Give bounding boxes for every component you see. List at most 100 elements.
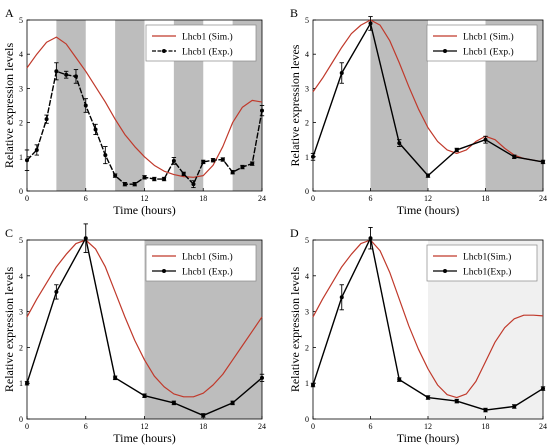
data-point [483, 137, 488, 142]
x-tick-label: 12 [424, 194, 432, 203]
legend-label: Lhcb1 (Exp.) [182, 267, 233, 278]
panel-letter: B [290, 6, 298, 20]
data-point [201, 159, 206, 164]
series-line-sim [312, 239, 544, 399]
x-tick-label: 12 [141, 194, 149, 203]
data-point [181, 171, 186, 176]
legend-marker [162, 49, 166, 53]
y-tick-label: 1 [305, 153, 309, 162]
data-point [171, 158, 176, 163]
shaded-period-1 [115, 20, 145, 191]
y-axis-label: Relative expression levels [2, 43, 16, 169]
data-point [368, 236, 373, 241]
data-point [201, 413, 206, 418]
x-tick-label: 0 [311, 422, 315, 431]
data-point [397, 141, 402, 146]
data-point [311, 382, 315, 387]
data-point [132, 182, 137, 187]
data-point [220, 157, 225, 162]
panel-letter: C [5, 226, 13, 240]
x-tick-label: 18 [199, 194, 207, 203]
x-tick-label: 18 [482, 422, 490, 431]
x-tick-label: 18 [482, 194, 490, 203]
data-point [152, 177, 157, 182]
y-tick-label: 5 [19, 16, 23, 25]
data-point [211, 158, 216, 163]
data-point [541, 386, 545, 391]
data-point [113, 375, 118, 380]
legend-label: Lhcb1 (Sim.) [182, 252, 233, 263]
data-point [25, 158, 29, 163]
y-tick-label: 1 [19, 379, 23, 388]
data-point [483, 408, 488, 413]
x-tick-label: 18 [199, 422, 207, 431]
data-point [339, 295, 344, 300]
data-point [260, 108, 264, 113]
y-tick-label: 2 [305, 119, 309, 128]
data-point [93, 127, 98, 132]
legend-label: Lhcb1 (Sim.) [182, 32, 233, 43]
legend: Lhcb1(Sim.) Lhcb1(Exp.) [426, 244, 538, 282]
shaded-period-0 [56, 20, 86, 191]
y-tick-label: 1 [19, 153, 23, 162]
data-point [240, 165, 245, 170]
x-axis-label: Time (hours) [113, 203, 176, 217]
legend-marker [443, 269, 447, 273]
x-tick-label: 24 [539, 194, 547, 203]
legend: Lhcb1 (Sim.) Lhcb1 (Exp.) [426, 24, 538, 62]
y-tick-label: 0 [19, 415, 23, 424]
y-tick-label: 3 [305, 84, 309, 93]
legend-marker [162, 269, 166, 273]
data-point [73, 74, 78, 79]
x-tick-label: 0 [25, 194, 29, 203]
data-point [191, 182, 196, 187]
data-point [83, 236, 88, 241]
y-tick-label: 4 [305, 50, 309, 59]
x-tick-label: 24 [258, 194, 266, 203]
legend-label: Lhcb1 (Exp.) [182, 47, 233, 58]
data-point [34, 147, 39, 152]
legend-label: Lhcb1(Sim.) [463, 252, 511, 263]
data-point [142, 175, 147, 180]
panel-letter: A [5, 6, 14, 20]
y-tick-label: 2 [305, 343, 309, 352]
x-tick-label: 6 [369, 194, 373, 203]
legend-box [145, 244, 257, 282]
y-axis-label: Relative expression leves [288, 44, 302, 166]
data-point [339, 71, 344, 76]
data-point [83, 103, 88, 108]
x-tick-label: 12 [141, 422, 149, 431]
data-point [230, 400, 235, 405]
x-tick-label: 0 [25, 422, 29, 431]
y-tick-label: 4 [19, 272, 23, 281]
data-point [512, 154, 517, 159]
series-line-sim [26, 239, 263, 398]
data-point [426, 173, 430, 178]
legend-label: Lhcb1(Exp.) [463, 267, 511, 278]
data-point [171, 400, 176, 405]
data-point [260, 375, 264, 380]
data-point [454, 147, 459, 152]
data-point [541, 159, 545, 164]
x-tick-label: 6 [84, 194, 88, 203]
y-tick-label: 0 [305, 415, 309, 424]
x-tick-label: 0 [311, 194, 315, 203]
x-tick-label: 24 [258, 422, 266, 431]
y-axis-label: Relative expression levels [288, 267, 302, 393]
y-tick-label: 0 [305, 187, 309, 196]
x-tick-label: 12 [424, 422, 432, 431]
y-tick-label: 2 [19, 119, 23, 128]
data-point [397, 377, 402, 382]
series-line-sim [26, 36, 263, 178]
data-point [64, 72, 69, 77]
x-tick-label: 24 [539, 422, 547, 431]
data-point [54, 69, 59, 74]
y-tick-label: 4 [19, 50, 23, 59]
data-point [250, 161, 255, 166]
data-point [512, 404, 517, 409]
data-point [230, 170, 235, 175]
